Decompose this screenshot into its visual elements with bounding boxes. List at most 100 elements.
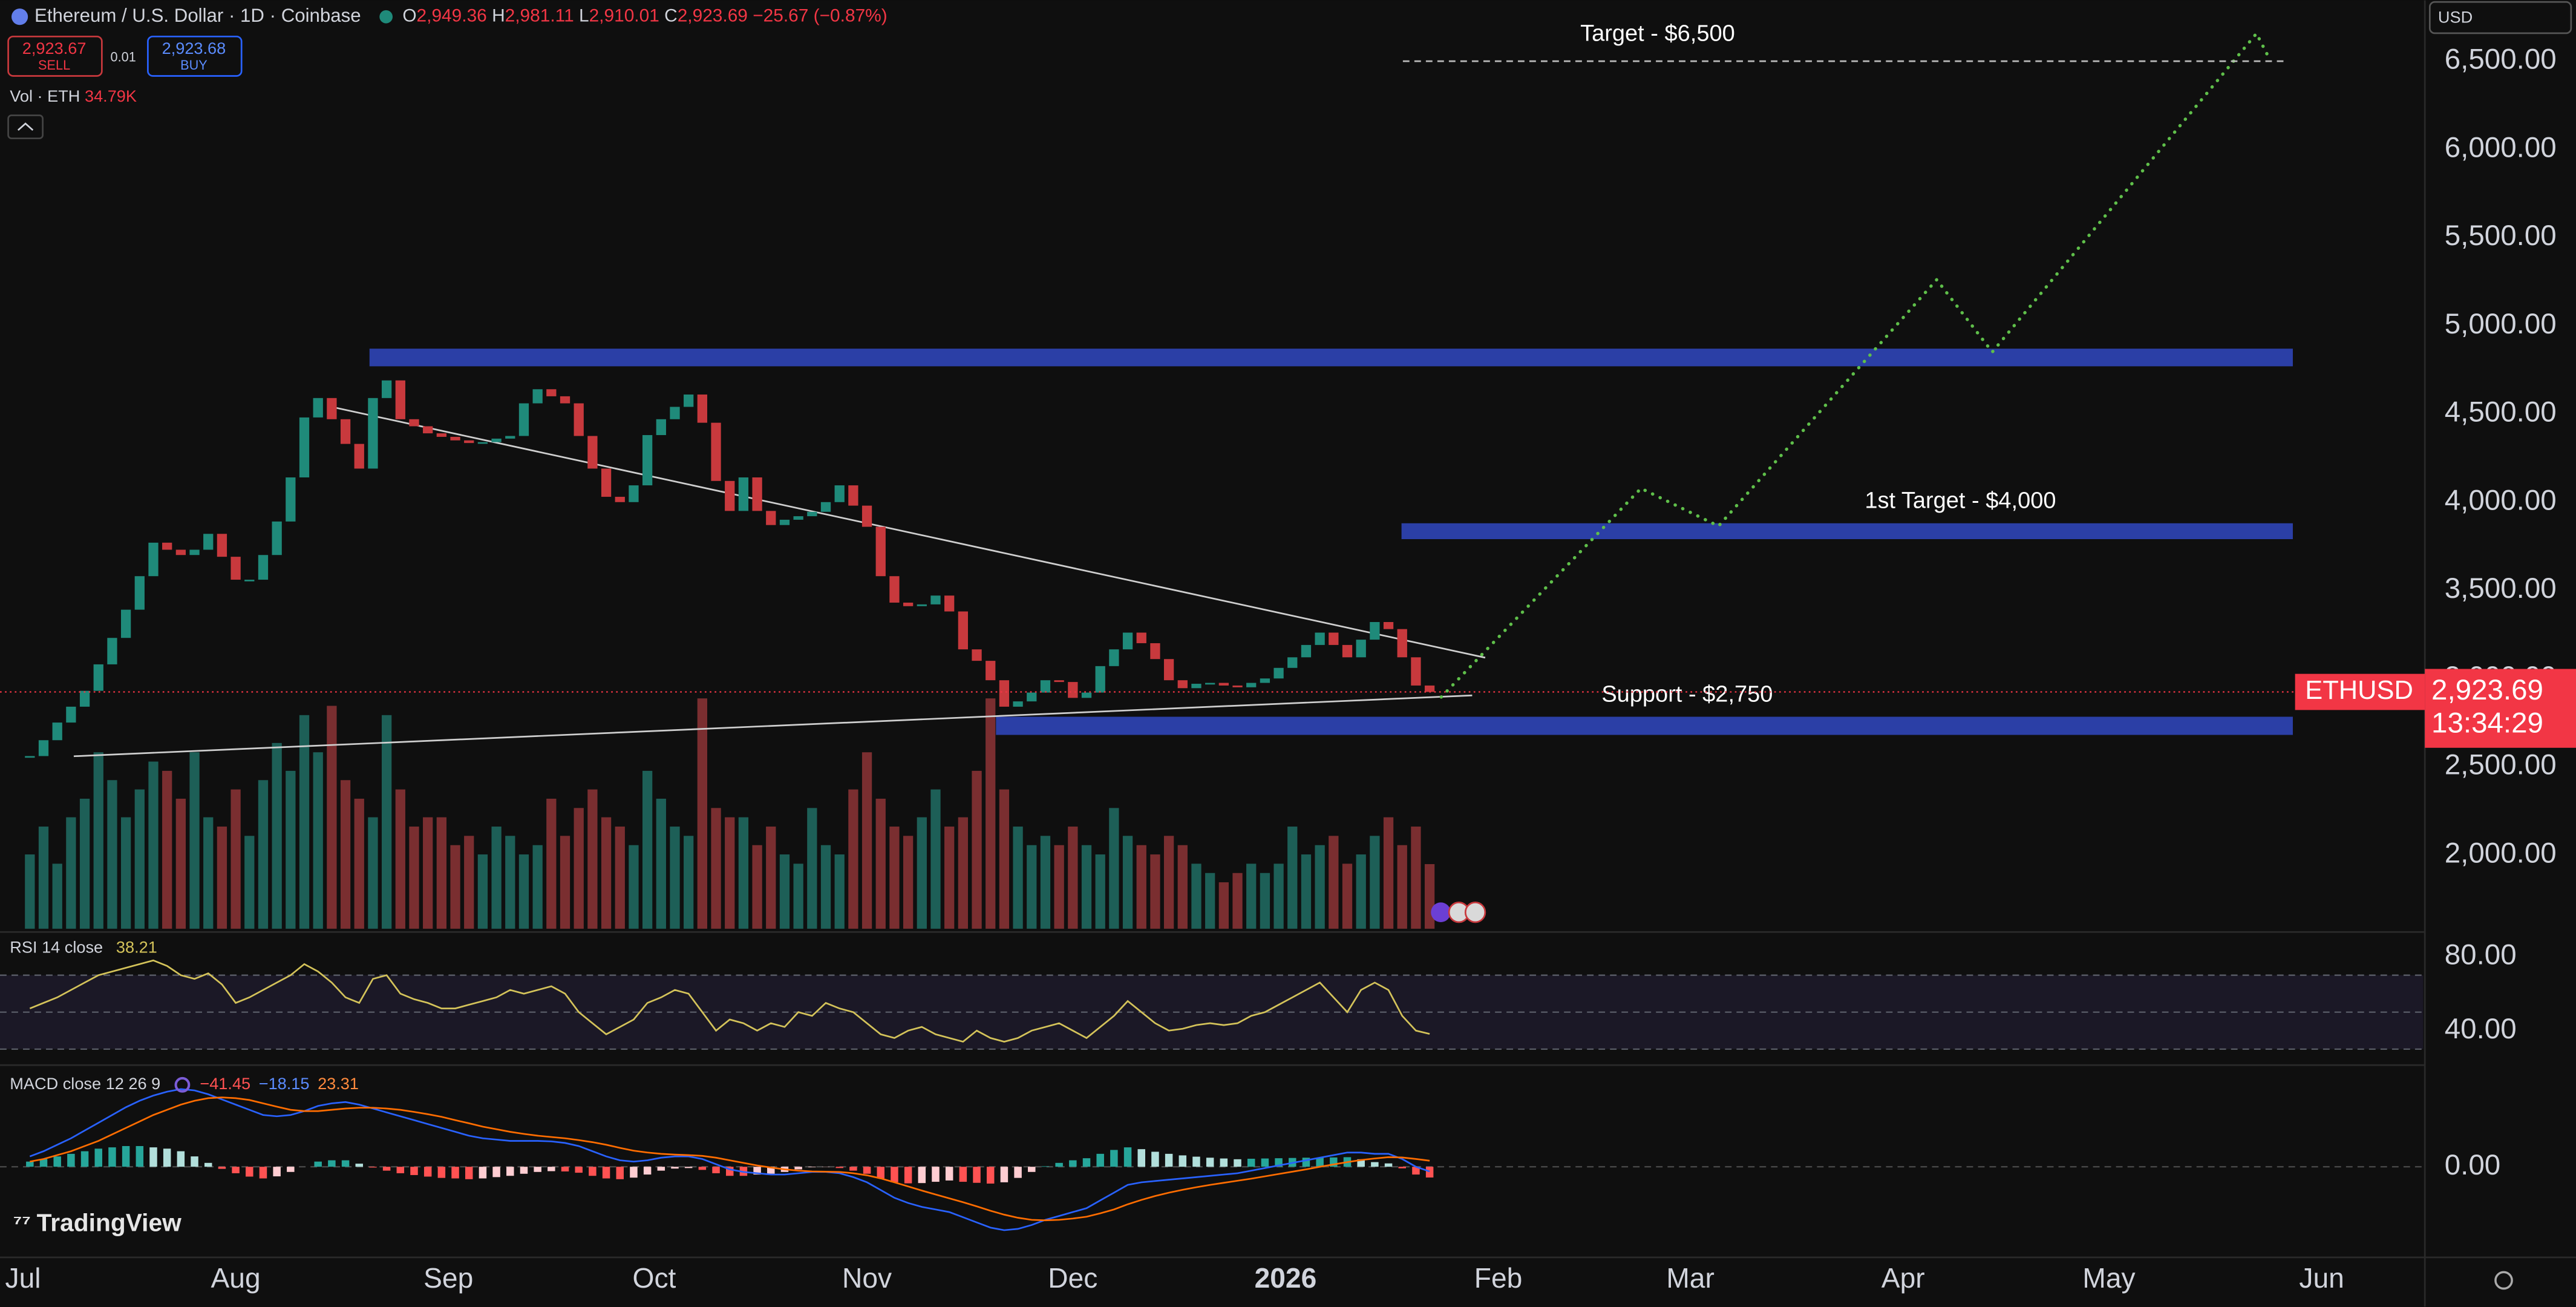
candle: [615, 497, 625, 502]
candle: [917, 604, 927, 606]
volume-bar: [546, 798, 557, 929]
histogram-bar: [794, 1167, 802, 1170]
candle: [1013, 701, 1023, 707]
volume-bar: [972, 770, 982, 929]
label: C: [664, 6, 678, 26]
volume-bar: [793, 863, 803, 929]
candle: [450, 436, 460, 441]
volume-bar: [1191, 863, 1201, 929]
histogram-bar: [1151, 1151, 1159, 1167]
histogram-bar: [932, 1167, 940, 1182]
candle: [1027, 692, 1037, 702]
candle: [477, 442, 488, 444]
volume-bar: [752, 845, 762, 929]
currency-select[interactable]: [2428, 1, 2572, 34]
candle: [889, 576, 900, 603]
collapse-button[interactable]: [7, 114, 44, 140]
volume-bar: [1287, 827, 1298, 929]
histogram-bar: [849, 1167, 857, 1171]
event-icon[interactable]: [1464, 902, 1486, 923]
value: 2,923.69: [678, 6, 748, 26]
candle: [807, 511, 817, 517]
candle: [1273, 667, 1284, 679]
label: RSI 14 close: [10, 938, 103, 957]
candle: [148, 542, 159, 577]
buy-box[interactable]: [147, 35, 243, 77]
buy-button[interactable]: 2,923.68 BUY: [147, 35, 243, 77]
histogram-bar: [246, 1167, 253, 1177]
candle: [286, 477, 296, 522]
histogram-bar: [767, 1167, 775, 1174]
sell-box[interactable]: [7, 35, 103, 77]
candle: [436, 433, 447, 437]
sell-price[interactable]: 2,923.67: [22, 39, 87, 57]
histogram-bar: [328, 1160, 336, 1167]
label: H: [492, 6, 505, 26]
volume-bar: [66, 817, 76, 929]
sell-label[interactable]: SELL: [38, 57, 70, 73]
histogram-bar: [437, 1167, 446, 1178]
buy-label[interactable]: BUY: [180, 57, 208, 73]
sell-button[interactable]: 2,923.67 SELL: [7, 35, 103, 77]
candle: [656, 419, 666, 436]
histogram-bar: [1014, 1167, 1022, 1178]
histogram-bar: [877, 1167, 885, 1179]
x-tick-label: Feb: [1474, 1262, 1523, 1294]
volume-bar: [313, 752, 323, 929]
candle: [217, 534, 227, 557]
brand-logo: ⁷⁷ TradingView: [13, 1208, 181, 1236]
volume-bar: [518, 854, 529, 929]
histogram-bar: [561, 1167, 569, 1171]
histogram-bar: [575, 1167, 583, 1173]
candle: [313, 398, 323, 418]
volume-bar: [1109, 808, 1119, 929]
value: 38.21: [116, 938, 157, 957]
candle: [79, 690, 90, 707]
candle: [1109, 649, 1119, 666]
volume-bar: [477, 854, 488, 929]
settings-icon[interactable]: [2494, 1271, 2513, 1290]
candle: [340, 419, 351, 444]
volume-bar: [148, 761, 159, 929]
histogram-bar: [53, 1156, 61, 1167]
volume-bar: [395, 789, 405, 929]
volume-bar: [217, 827, 227, 929]
value: 23.31: [318, 1074, 359, 1093]
candle: [1191, 684, 1201, 689]
volume-bar: [917, 817, 927, 929]
volume-bar: [1013, 827, 1023, 929]
candle: [230, 557, 241, 580]
candle: [189, 549, 200, 555]
candle: [38, 740, 49, 756]
y-tick-label: 6,500.00: [2445, 44, 2557, 76]
rsi-legend: RSI 14 close 38.21: [10, 938, 157, 957]
candle: [505, 436, 515, 439]
volume-bar: [903, 836, 914, 929]
histogram-bar: [26, 1161, 34, 1167]
histogram-bar: [1137, 1149, 1145, 1167]
histogram-bar: [589, 1167, 597, 1176]
volume-bar: [1315, 845, 1325, 929]
histogram-bar: [479, 1167, 487, 1179]
volume-bar: [120, 817, 131, 929]
histogram-bar: [1412, 1167, 1420, 1175]
candle: [491, 438, 502, 442]
label: L: [579, 6, 589, 26]
histogram-bar: [1234, 1159, 1241, 1167]
event-icon[interactable]: [1431, 902, 1451, 922]
volume-bar: [450, 845, 460, 929]
histogram-bar: [918, 1167, 926, 1184]
chart-title: Ethereum / U.S. Dollar · 1D · Coinbase: [34, 5, 361, 26]
candle: [244, 580, 255, 581]
countdown: 13:34:29: [2431, 707, 2543, 739]
histogram-bar: [1041, 1166, 1050, 1167]
volume-bar: [464, 836, 474, 929]
y-tick-label: 4,000.00: [2445, 484, 2557, 516]
histogram-bar: [506, 1167, 514, 1176]
candle: [1122, 632, 1133, 650]
volume-bar: [1177, 845, 1188, 929]
currency[interactable]: USD: [2438, 8, 2473, 27]
trendline: [336, 407, 1486, 659]
volume-bar: [134, 789, 145, 929]
buy-price[interactable]: 2,923.68: [162, 39, 226, 57]
